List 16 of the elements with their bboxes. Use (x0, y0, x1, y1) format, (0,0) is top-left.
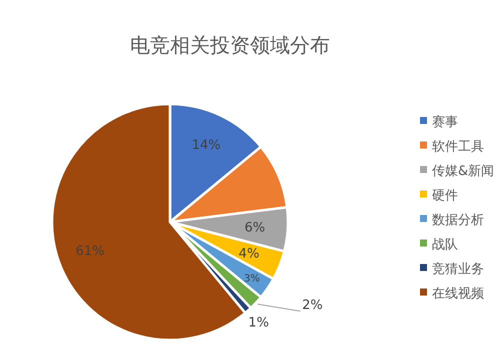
legend-label: 软件工具 (432, 140, 484, 154)
data-label: 3% (244, 274, 260, 285)
legend-label: 在线视频 (432, 286, 484, 302)
data-label: 14% (192, 138, 221, 154)
legend-label: 战队 (432, 238, 458, 252)
chart-title: 电竞相关投资领域分布 (130, 33, 330, 57)
legend-label: 竞猜业务 (432, 262, 484, 277)
legend-label: 赛事 (432, 114, 458, 130)
data-label: 6% (244, 220, 266, 236)
data-label: 2% (302, 298, 323, 313)
data-label: 61% (76, 244, 105, 259)
legend-label: 硬件 (432, 188, 458, 204)
data-label: 4% (238, 246, 260, 262)
data-label: 1% (248, 316, 269, 331)
legend-label: 数据分析 (432, 213, 484, 228)
legend-label: 传媒&新闻 (432, 164, 494, 179)
